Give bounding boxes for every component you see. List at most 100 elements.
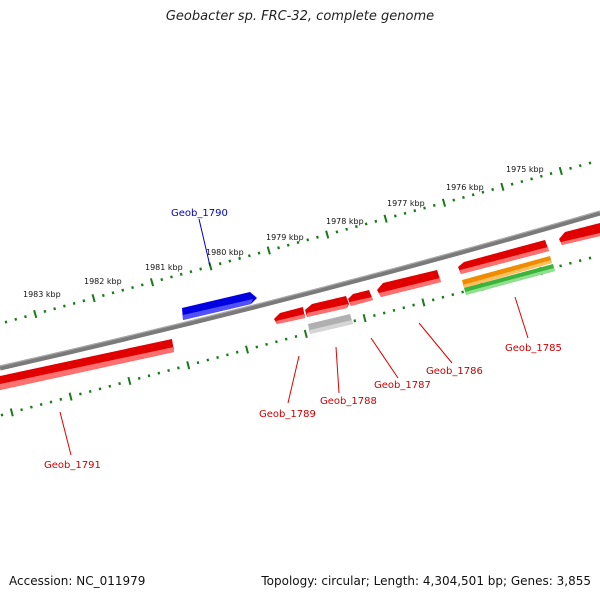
minor-tick: [284, 337, 288, 341]
minor-tick: [510, 182, 514, 186]
major-tick: [68, 392, 73, 401]
kbp-label: 1978 kbp: [326, 217, 364, 226]
major-tick: [91, 294, 96, 303]
minor-tick: [218, 262, 222, 266]
minor-tick: [353, 319, 357, 323]
minor-tick: [402, 306, 406, 310]
leader-line: [418, 322, 453, 364]
kbp-label: 1983 kbp: [23, 290, 61, 299]
leader-line: [287, 355, 300, 404]
minor-tick: [392, 308, 396, 312]
minor-tick: [206, 358, 210, 362]
gene-geob-1785[interactable]: [458, 240, 555, 295]
minor-tick: [286, 243, 290, 247]
gene-geob-1788[interactable]: [305, 296, 353, 334]
kbp-label-group: 1983 kbp 1982 kbp 1981 kbp 1980 kbp 1979…: [23, 165, 544, 299]
gene-geob-1786[interactable]: [377, 270, 441, 297]
minor-tick: [43, 309, 47, 313]
minor-tick: [49, 400, 53, 404]
genome-title: Geobacter sp. FRC-32, complete genome: [165, 9, 435, 24]
minor-tick: [520, 180, 524, 184]
minor-tick: [559, 264, 562, 268]
gene-geob-1790[interactable]: [182, 292, 257, 320]
kbp-label: 1980 kbp: [206, 248, 244, 257]
minor-tick: [578, 164, 582, 168]
minor-tick: [335, 230, 339, 234]
minor-tick: [4, 320, 8, 324]
kbp-label: 1976 kbp: [446, 183, 484, 192]
gene-label-geob-1785: Geob_1785: [505, 343, 562, 354]
minor-tick: [296, 240, 300, 245]
major-tick: [186, 361, 191, 370]
minor-tick: [39, 403, 43, 407]
minor-tick: [588, 161, 592, 165]
minor-tick: [160, 278, 164, 282]
minor-tick: [79, 392, 82, 396]
minor-tick: [578, 259, 582, 263]
minor-tick: [216, 355, 219, 359]
minor-tick: [451, 293, 455, 297]
minor-tick: [294, 334, 298, 339]
kbp-label: 1979 kbp: [266, 233, 304, 242]
major-tick: [127, 376, 132, 386]
minor-tick: [423, 206, 426, 210]
minor-tick: [177, 366, 180, 370]
minor-tick: [373, 314, 376, 318]
minor-tick: [121, 288, 125, 292]
minor-tick: [20, 408, 23, 412]
minor-tick: [432, 203, 436, 207]
minor-tick: [189, 270, 193, 274]
minor-tick: [588, 256, 592, 260]
major-tick: [9, 408, 14, 417]
minor-tick: [530, 177, 533, 181]
major-tick: [441, 198, 447, 207]
minor-tick: [101, 293, 105, 298]
minor-tick: [355, 225, 358, 229]
major-tick: [383, 214, 388, 223]
minor-tick: [72, 301, 76, 305]
accession-label: Accession: NC_011979: [9, 574, 146, 588]
kbp-label: 1977 kbp: [387, 199, 425, 208]
major-tick: [149, 278, 155, 287]
minor-tick: [461, 290, 464, 294]
gene-label-geob-1789: Geob_1789: [259, 409, 316, 420]
gene-partial-right[interactable]: [559, 223, 600, 245]
minor-tick: [63, 304, 66, 308]
minor-tick: [431, 298, 435, 302]
minor-tick: [140, 283, 144, 287]
major-tick: [362, 314, 367, 323]
minor-tick: [364, 222, 368, 226]
minor-tick: [170, 275, 173, 279]
minor-tick: [374, 219, 378, 223]
outer-tick-track: [4, 161, 592, 324]
leader-line: [370, 337, 399, 379]
minor-tick: [413, 209, 417, 213]
kbp-label: 1975 kbp: [506, 165, 544, 174]
minor-tick: [277, 246, 280, 250]
minor-tick: [167, 369, 170, 373]
leader-line: [335, 346, 340, 394]
minor-tick: [147, 374, 151, 378]
minor-tick: [196, 361, 200, 365]
minor-tick: [345, 227, 349, 231]
minor-tick: [131, 286, 134, 290]
genome-backbone-highlight: [0, 210, 600, 367]
gene-label-geob-1788: Geob_1788: [320, 396, 377, 407]
gene-geob-1789[interactable]: [274, 307, 305, 324]
minor-tick: [569, 166, 572, 170]
minor-tick: [118, 382, 121, 386]
major-tick: [421, 298, 426, 307]
gene-geob-1791[interactable]: [0, 339, 174, 390]
minor-tick: [228, 259, 232, 263]
minor-tick: [441, 295, 445, 299]
kbp-label: 1982 kbp: [84, 277, 122, 286]
minor-tick: [82, 299, 86, 303]
minor-tick: [412, 303, 415, 307]
minor-tick: [235, 350, 239, 354]
genome-backbone: [0, 210, 600, 371]
major-tick: [33, 309, 38, 319]
gene-geob-1787[interactable]: [348, 290, 373, 306]
minor-tick: [306, 238, 310, 242]
leader-line: [59, 411, 72, 456]
minor-tick: [179, 272, 183, 276]
